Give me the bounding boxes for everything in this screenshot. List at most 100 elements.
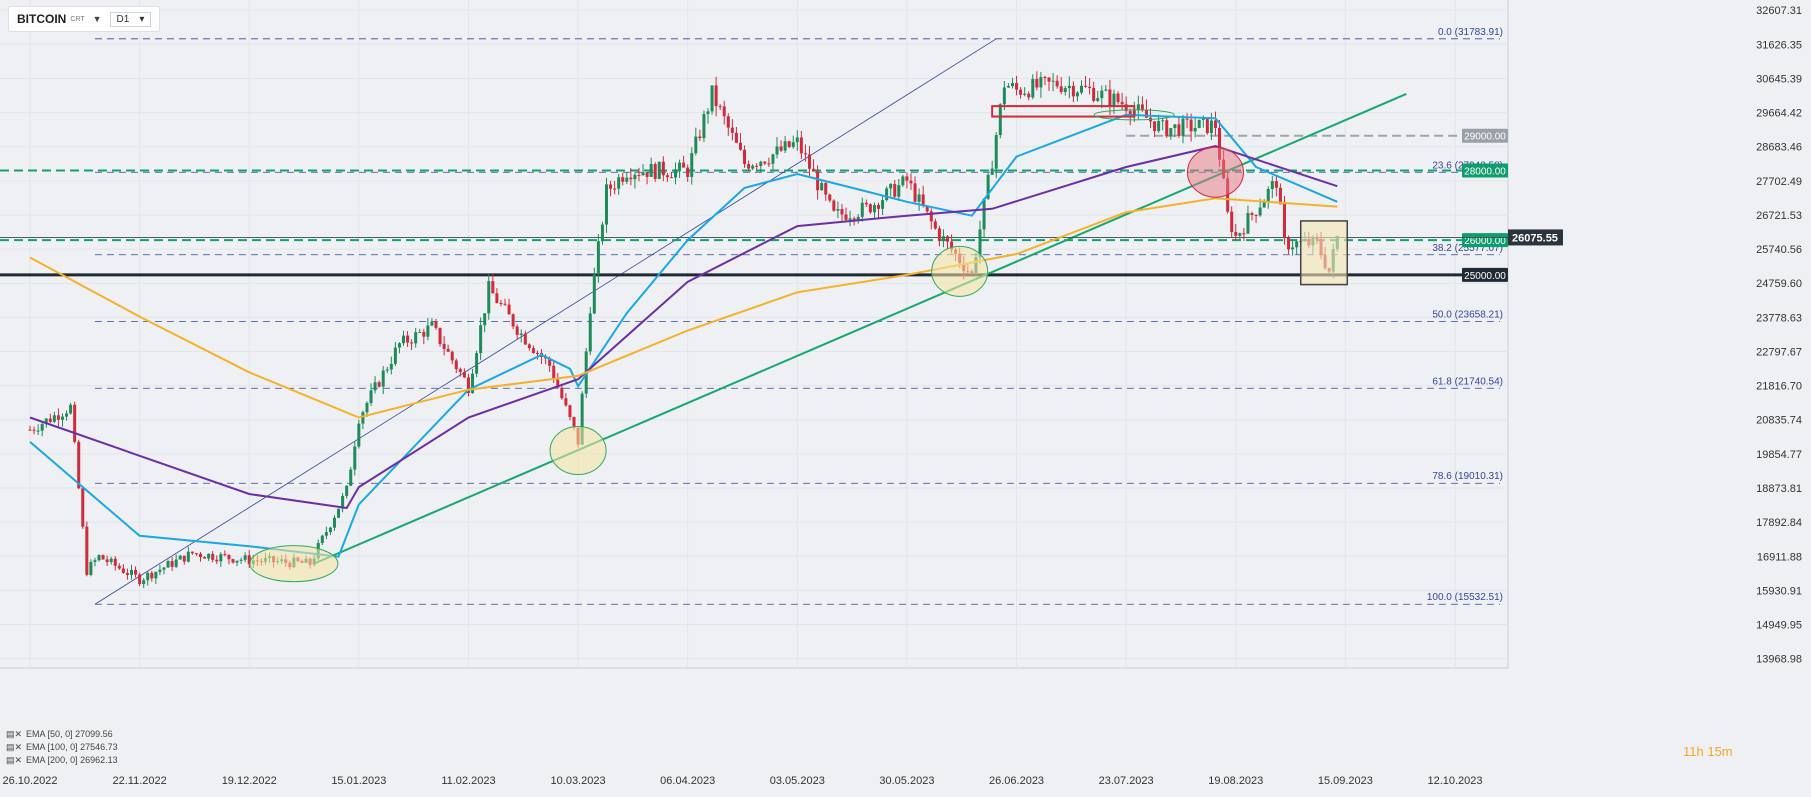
candle-body bbox=[1055, 80, 1059, 87]
ema200-label: EMA [200, 0] 26962.13 bbox=[26, 755, 118, 765]
ema100-label: EMA [100, 0] 27546.73 bbox=[26, 742, 118, 752]
candle-body bbox=[1246, 213, 1250, 234]
candle-timer: 11h 15m bbox=[1683, 744, 1733, 759]
candle-body bbox=[410, 342, 414, 344]
candle-body bbox=[950, 241, 954, 250]
candle-body bbox=[1153, 121, 1157, 132]
candle-body bbox=[503, 303, 507, 305]
candle-body bbox=[1010, 83, 1014, 87]
timeframe-select[interactable]: D1 ▾ bbox=[109, 11, 152, 27]
candle-body bbox=[101, 555, 105, 560]
candle-body bbox=[377, 382, 381, 387]
candle-body bbox=[93, 560, 97, 562]
candle-body bbox=[69, 404, 73, 414]
candle-body bbox=[28, 429, 32, 431]
candle-body bbox=[85, 526, 89, 575]
candle-body bbox=[454, 360, 458, 370]
candle-body bbox=[1165, 120, 1169, 137]
candle-body bbox=[438, 327, 442, 344]
candle-body bbox=[1287, 237, 1291, 250]
candle-body bbox=[767, 163, 771, 165]
candle-body bbox=[556, 379, 560, 388]
candle-body bbox=[759, 161, 763, 166]
candle-body bbox=[820, 183, 824, 191]
candle-body bbox=[1270, 181, 1274, 189]
candle-body bbox=[787, 141, 791, 147]
symbol-dropdown-icon[interactable]: ▼ bbox=[92, 14, 102, 24]
candle-body bbox=[527, 344, 531, 349]
candle-body bbox=[499, 302, 503, 304]
x-tick-label: 22.11.2022 bbox=[112, 775, 166, 787]
candle-body bbox=[320, 535, 324, 544]
y-tick-label: 30645.39 bbox=[1756, 73, 1802, 85]
x-tick-label: 11.02.2023 bbox=[441, 775, 495, 787]
legend-item[interactable]: ▤✕ EMA [200, 0] 26962.13 bbox=[6, 754, 118, 767]
candle-body bbox=[1291, 247, 1295, 250]
candle-body bbox=[446, 348, 450, 352]
fib-level-label: 61.8 (21740.54) bbox=[1432, 376, 1503, 387]
settings-icon[interactable]: ▤✕ bbox=[6, 755, 23, 765]
y-tick-label: 17892.84 bbox=[1756, 517, 1802, 529]
candle-body bbox=[799, 137, 803, 154]
candle-body bbox=[1234, 231, 1238, 236]
candle-body bbox=[178, 555, 182, 560]
legend-item[interactable]: ▤✕ EMA [100, 0] 27546.73 bbox=[6, 741, 118, 754]
candle-body bbox=[207, 553, 211, 559]
candle-body bbox=[121, 568, 125, 573]
fib-level-label: 78.6 (19010.31) bbox=[1432, 471, 1503, 482]
candle-body bbox=[535, 352, 539, 354]
candle-body bbox=[397, 343, 401, 348]
candle-body bbox=[877, 204, 881, 209]
y-tick-label: 25740.56 bbox=[1756, 244, 1802, 256]
candle-body bbox=[661, 161, 665, 176]
candle-body bbox=[702, 113, 706, 139]
candle-body bbox=[1173, 124, 1177, 129]
candle-body bbox=[531, 348, 535, 353]
candle-body bbox=[324, 532, 328, 536]
candle-body bbox=[897, 185, 901, 197]
candle-body bbox=[1193, 127, 1197, 132]
candle-body bbox=[665, 175, 669, 178]
candle-body bbox=[341, 495, 345, 509]
candle-body bbox=[730, 127, 734, 133]
symbol-name[interactable]: BITCOIN bbox=[17, 12, 67, 26]
candle-body bbox=[414, 332, 418, 344]
candle-body bbox=[515, 326, 519, 335]
candle-body bbox=[824, 183, 828, 195]
settings-icon[interactable]: ▤✕ bbox=[6, 742, 23, 752]
x-tick-label: 10.03.2023 bbox=[551, 775, 606, 787]
candle-body bbox=[1189, 119, 1193, 132]
candle-body bbox=[609, 184, 613, 189]
candle-body bbox=[65, 413, 69, 417]
y-tick-label: 29664.42 bbox=[1756, 108, 1802, 120]
candle-body bbox=[219, 554, 223, 562]
candle-body bbox=[1254, 214, 1258, 216]
candle-body bbox=[621, 177, 625, 182]
candle-body bbox=[81, 488, 85, 527]
candle-body bbox=[434, 321, 438, 328]
x-tick-label: 03.05.2023 bbox=[770, 775, 825, 787]
candle-body bbox=[495, 293, 499, 303]
candle-body bbox=[150, 572, 154, 579]
candle-body bbox=[856, 216, 860, 220]
candle-body bbox=[402, 335, 406, 344]
symbol-type: CRT bbox=[70, 15, 85, 23]
candle-body bbox=[657, 161, 661, 179]
candle-body bbox=[211, 553, 215, 560]
candle-body bbox=[389, 363, 393, 370]
candle-body bbox=[812, 168, 816, 172]
candle-body bbox=[1238, 233, 1242, 236]
price-level-value: 25000.00 bbox=[1464, 271, 1506, 282]
y-tick-label: 15930.91 bbox=[1756, 585, 1802, 597]
candle-body bbox=[77, 441, 81, 489]
settings-icon[interactable]: ▤✕ bbox=[6, 729, 23, 739]
candle-body bbox=[134, 569, 138, 575]
legend-item[interactable]: ▤✕ EMA [50, 0] 27099.56 bbox=[6, 728, 118, 741]
x-tick-label: 19.08.2023 bbox=[1208, 775, 1263, 787]
candle-body bbox=[994, 135, 998, 169]
candle-body bbox=[73, 404, 77, 442]
candle-body bbox=[422, 331, 426, 337]
candle-body bbox=[669, 177, 673, 179]
candle-body bbox=[36, 430, 40, 432]
